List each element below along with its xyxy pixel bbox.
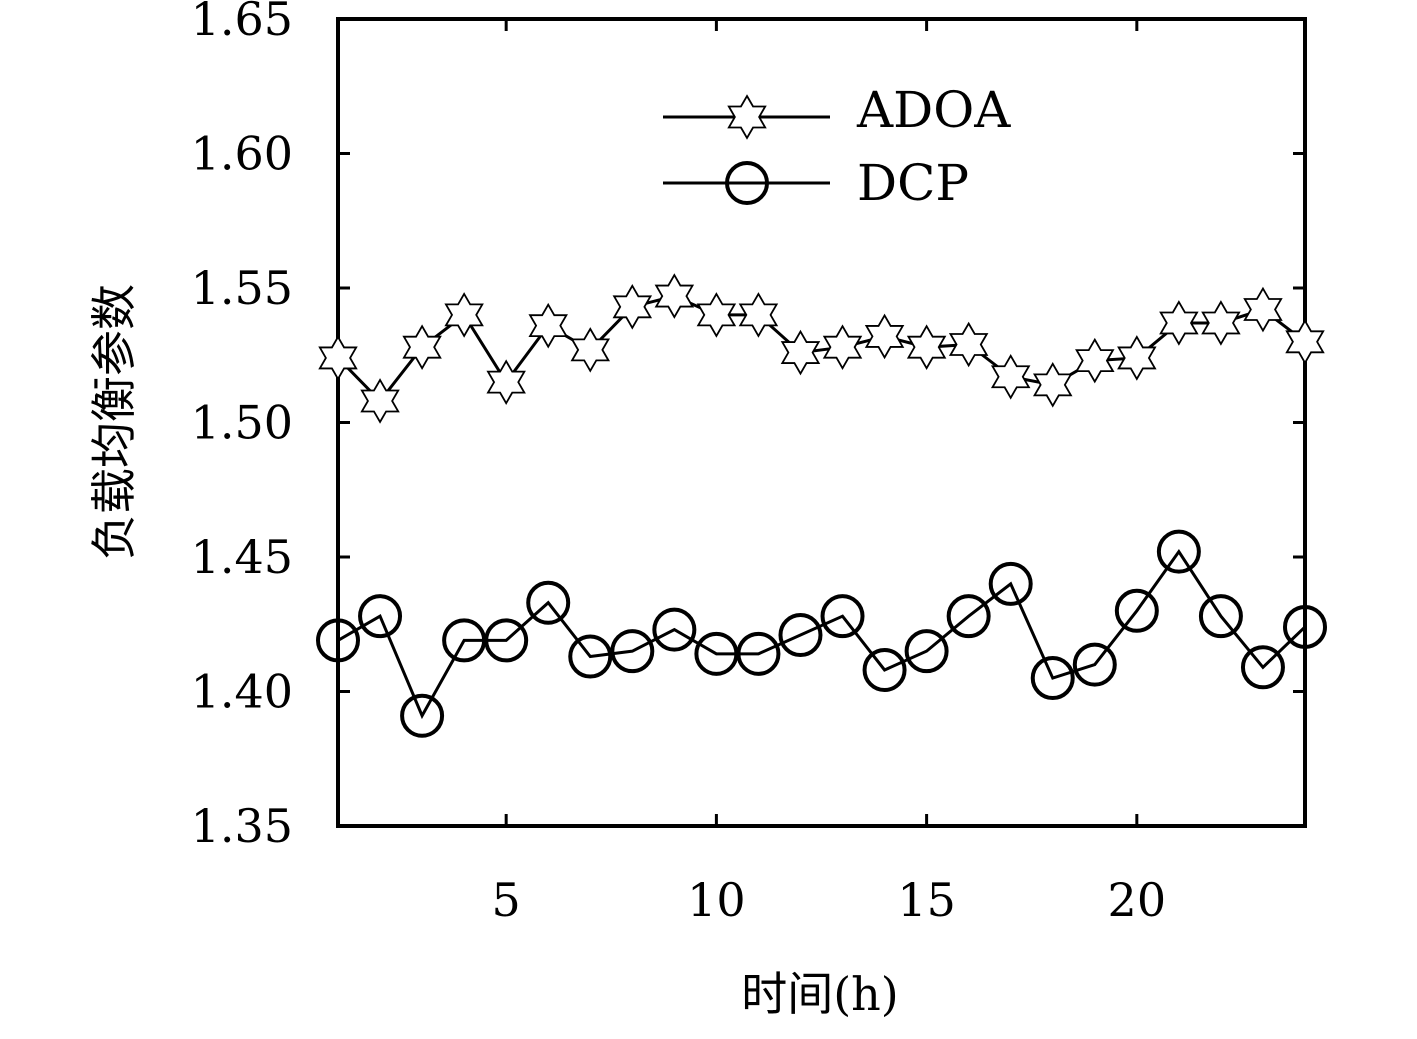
data-point-adoa bbox=[360, 378, 400, 424]
y-axis-label: 负载均衡参数 bbox=[87, 284, 141, 560]
y-tick-label: 1.60 bbox=[191, 127, 293, 181]
tick-labels: 1.35 1.40 1.45 1.50 1.55 1.60 1.65 5 10 15 20 bbox=[191, 0, 1167, 927]
data-point-adoa bbox=[864, 313, 905, 360]
x-tick-label: 10 bbox=[687, 873, 746, 927]
data-point-adoa bbox=[1201, 300, 1241, 346]
data-point-adoa bbox=[612, 284, 653, 330]
data-point-adoa bbox=[402, 324, 442, 370]
data-point-dcp bbox=[820, 594, 865, 639]
data-point-dcp bbox=[400, 693, 445, 738]
data-point-dcp bbox=[358, 594, 403, 639]
data-point-adoa bbox=[1032, 362, 1073, 408]
legend-marker-dcp bbox=[725, 161, 769, 205]
data-point-dcp bbox=[316, 618, 360, 663]
x-tick-label: 5 bbox=[492, 873, 521, 927]
data-point-dcp bbox=[1114, 588, 1159, 633]
data-point-dcp bbox=[568, 634, 613, 679]
legend-circle-icon bbox=[725, 161, 769, 205]
data-point-adoa bbox=[1285, 318, 1325, 365]
data-point-adoa bbox=[486, 359, 526, 405]
legend-label-adoa: ADOA bbox=[856, 81, 1011, 139]
data-point-dcp bbox=[1198, 594, 1243, 639]
data-point-dcp bbox=[736, 631, 781, 676]
y-tick-label: 1.50 bbox=[191, 396, 293, 450]
data-point-adoa bbox=[696, 292, 737, 338]
data-point-dcp bbox=[1030, 656, 1075, 701]
data-point-dcp bbox=[526, 580, 571, 625]
data-point-adoa bbox=[1243, 286, 1283, 333]
y-tick-label: 1.65 bbox=[191, 0, 293, 46]
data-point-dcp bbox=[778, 613, 823, 658]
data-point-dcp bbox=[652, 607, 697, 652]
y-tick-label: 1.45 bbox=[191, 530, 293, 584]
data-point-dcp bbox=[1156, 529, 1201, 574]
data-point-adoa bbox=[780, 329, 821, 376]
y-tick-label: 1.40 bbox=[191, 665, 293, 719]
data-point-adoa bbox=[822, 324, 863, 370]
x-tick-label: 15 bbox=[897, 873, 956, 927]
data-point-adoa bbox=[444, 292, 484, 338]
data-point-adoa bbox=[990, 353, 1031, 400]
data-point-dcp bbox=[484, 618, 529, 663]
series-adoa bbox=[318, 273, 1325, 424]
series-line-dcp bbox=[337, 548, 1307, 720]
axis-ticks bbox=[338, 17, 1305, 828]
data-point-adoa bbox=[570, 327, 611, 373]
data-point-adoa bbox=[738, 292, 779, 338]
data-point-dcp bbox=[988, 561, 1033, 606]
data-point-dcp bbox=[1240, 645, 1285, 690]
data-point-dcp bbox=[610, 629, 655, 674]
data-point-adoa bbox=[1075, 337, 1115, 384]
data-point-dcp bbox=[694, 631, 739, 676]
data-point-adoa bbox=[318, 335, 358, 381]
legend-hexagram-icon bbox=[727, 94, 767, 140]
data-point-dcp bbox=[862, 647, 907, 692]
legend-label-dcp: DCP bbox=[857, 154, 969, 212]
data-point-dcp bbox=[442, 618, 487, 663]
data-point-adoa bbox=[528, 302, 568, 349]
plot-frame bbox=[336, 17, 1307, 828]
data-point-adoa bbox=[1117, 335, 1157, 381]
y-tick-label: 1.35 bbox=[191, 799, 293, 853]
series-dcp bbox=[316, 529, 1327, 738]
x-tick-label: 20 bbox=[1108, 873, 1167, 927]
data-point-adoa bbox=[654, 273, 695, 319]
data-point-dcp bbox=[946, 594, 991, 639]
series-layer bbox=[316, 273, 1327, 738]
data-point-adoa bbox=[1159, 300, 1199, 346]
legend: ADOA DCP bbox=[663, 81, 1011, 212]
data-point-dcp bbox=[904, 629, 949, 674]
data-point-dcp bbox=[1283, 604, 1327, 649]
y-tick-label: 1.55 bbox=[191, 261, 293, 315]
legend-marker-adoa bbox=[727, 94, 767, 140]
data-point-adoa bbox=[948, 321, 989, 368]
x-axis-label: 时间(h) bbox=[741, 967, 899, 1021]
data-point-adoa bbox=[906, 324, 947, 370]
data-point-dcp bbox=[1072, 642, 1117, 687]
